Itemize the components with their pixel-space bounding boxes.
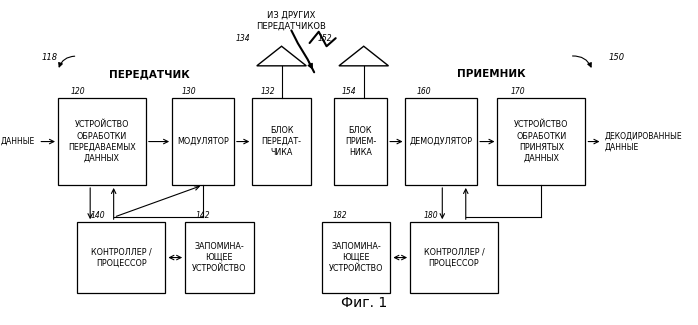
Text: 154: 154 — [342, 87, 357, 97]
Bar — [185, 222, 253, 293]
Text: БЛОК
ПРИЕМ-
НИКА: БЛОК ПРИЕМ- НИКА — [345, 126, 376, 157]
Text: ДАННЫЕ: ДАННЫЕ — [1, 137, 35, 146]
Text: 160: 160 — [416, 87, 431, 97]
Text: 140: 140 — [91, 212, 105, 220]
Text: КОНТРОЛЛЕР /
ПРОЦЕССОР: КОНТРОЛЛЕР / ПРОЦЕССОР — [424, 248, 484, 267]
Text: 182: 182 — [332, 212, 347, 220]
Bar — [498, 98, 586, 185]
Bar — [322, 222, 390, 293]
Text: Фиг. 1: Фиг. 1 — [341, 296, 387, 310]
Text: ЗАПОМИНА-
ЮЩЕЕ
УСТРОЙСТВО: ЗАПОМИНА- ЮЩЕЕ УСТРОЙСТВО — [329, 242, 383, 273]
Text: КОНТРОЛЛЕР /
ПРОЦЕССОР: КОНТРОЛЛЕР / ПРОЦЕССОР — [91, 248, 152, 267]
Text: ИЗ ДРУГИХ
ПЕРЕДАТЧИКОВ: ИЗ ДРУГИХ ПЕРЕДАТЧИКОВ — [256, 11, 326, 31]
Text: 150: 150 — [609, 53, 625, 62]
Text: ЗАПОМИНА-
ЮЩЕЕ
УСТРОЙСТВО: ЗАПОМИНА- ЮЩЕЕ УСТРОЙСТВО — [192, 242, 246, 273]
Text: ДЕМОДУЛЯТОР: ДЕМОДУЛЯТОР — [410, 137, 473, 146]
Bar — [334, 98, 387, 185]
Text: 120: 120 — [71, 87, 86, 97]
Text: БЛОК
ПЕРЕДАТ-
ЧИКА: БЛОК ПЕРЕДАТ- ЧИКА — [262, 126, 302, 157]
Bar — [77, 222, 165, 293]
Text: УСТРОЙСТВО
ОБРАБОТКИ
ПРИНЯТЫХ
ДАННЫХ: УСТРОЙСТВО ОБРАБОТКИ ПРИНЯТЫХ ДАННЫХ — [514, 120, 569, 163]
Bar — [410, 222, 498, 293]
Text: ДЕКОДИРОВАННЫЕ
ДАННЫЕ: ДЕКОДИРОВАННЫЕ ДАННЫЕ — [604, 132, 682, 151]
Text: 152: 152 — [318, 34, 332, 43]
Bar — [252, 98, 311, 185]
Text: 170: 170 — [511, 87, 525, 97]
Text: 130: 130 — [181, 87, 196, 97]
Bar — [172, 98, 234, 185]
Text: 118: 118 — [42, 53, 58, 62]
Text: 180: 180 — [423, 212, 438, 220]
Text: ПРИЕМНИК: ПРИЕМНИК — [457, 69, 526, 79]
Text: 134: 134 — [236, 34, 251, 43]
Text: ПЕРЕДАТЧИК: ПЕРЕДАТЧИК — [109, 69, 190, 79]
Text: МОДУЛЯТОР: МОДУЛЯТОР — [177, 137, 229, 146]
Text: 132: 132 — [261, 87, 276, 97]
Text: УСТРОЙСТВО
ОБРАБОТКИ
ПЕРЕДАВАЕМЫХ
ДАННЫХ: УСТРОЙСТВО ОБРАБОТКИ ПЕРЕДАВАЕМЫХ ДАННЫХ — [68, 120, 136, 163]
Bar — [406, 98, 477, 185]
Bar — [58, 98, 146, 185]
Text: 142: 142 — [195, 212, 210, 220]
